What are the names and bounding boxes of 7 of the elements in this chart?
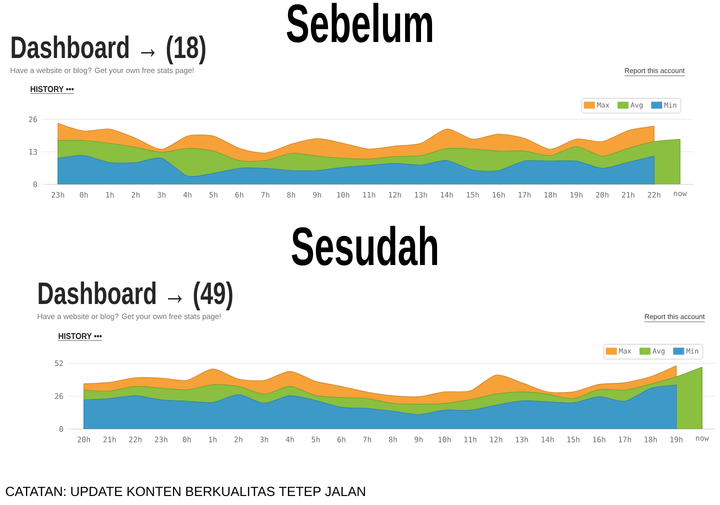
chart-title: Dashboard → (49) bbox=[38, 282, 232, 310]
text: HISTORY ••• bbox=[30, 86, 74, 92]
chart-title: Dashboard → (18) bbox=[12, 36, 206, 64]
text: Sesudah bbox=[292, 226, 438, 266]
text: Sebelum bbox=[286, 2, 432, 43]
text: CATATAN: UPDATE KONTEN BERKUALITAS TETEP JALAN bbox=[6, 486, 365, 496]
text: HISTORY ••• bbox=[58, 333, 102, 340]
